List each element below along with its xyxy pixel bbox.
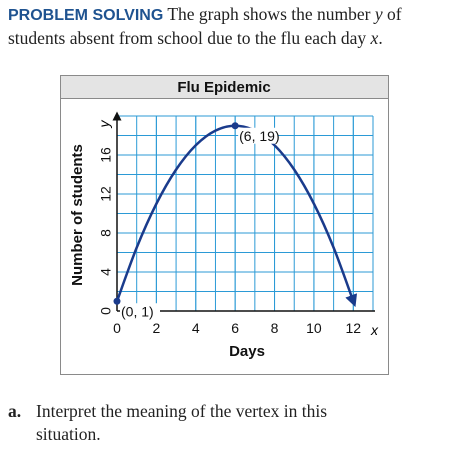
x-axis-label: Days	[229, 343, 265, 360]
question-body: Interpret the meaning of the vertex in t…	[36, 400, 448, 446]
problem-segment: x	[370, 28, 379, 48]
y-tick-label: 16	[98, 147, 114, 163]
title-bar	[61, 76, 388, 98]
x-tick-label: 6	[231, 320, 239, 336]
question-line: Interpret the meaning of the vertex in t…	[36, 401, 328, 421]
x-tick-label: 8	[271, 320, 279, 336]
annotated-point	[231, 122, 239, 130]
x-tick-label: 4	[192, 320, 200, 336]
y-axis-symbol: y	[96, 120, 112, 129]
x-tick-label: 12	[346, 320, 362, 336]
y-tick-label: 0	[98, 307, 114, 315]
annotation-label: (0, 1)	[121, 303, 154, 319]
x-tick-label: 0	[113, 320, 121, 336]
problem-segment: .	[378, 28, 383, 48]
problem-label: PROBLEM SOLVING	[8, 7, 164, 24]
annotation-bg	[238, 127, 279, 144]
question-line: situation.	[36, 424, 101, 444]
y-axis-label: Number of students	[69, 144, 86, 286]
question-letter: a.	[8, 401, 22, 421]
chart-title: Flu Epidemic	[177, 79, 270, 96]
question-text: a. Interpret the meaning of the vertex in…	[8, 400, 448, 446]
x-tick-label: 10	[306, 320, 322, 336]
y-tick-label: 4	[98, 268, 114, 276]
problem-segment: y	[374, 4, 383, 24]
y-tick-label: 12	[98, 186, 114, 202]
annotation-bg	[120, 303, 160, 320]
chart-frame	[60, 75, 389, 375]
annotated-point	[113, 297, 121, 305]
x-axis-symbol: x	[370, 322, 379, 338]
problem-segment: The graph shows the number	[163, 4, 375, 24]
x-tick-label: 2	[152, 320, 160, 336]
y-tick-label: 8	[98, 229, 114, 237]
problem-segment: of	[382, 4, 402, 24]
annotation-label: (6, 19)	[239, 128, 279, 144]
problem-segment: students absent from school due to the f…	[8, 28, 371, 48]
problem-text: PROBLEM SOLVING The graph shows the numb…	[8, 3, 448, 50]
